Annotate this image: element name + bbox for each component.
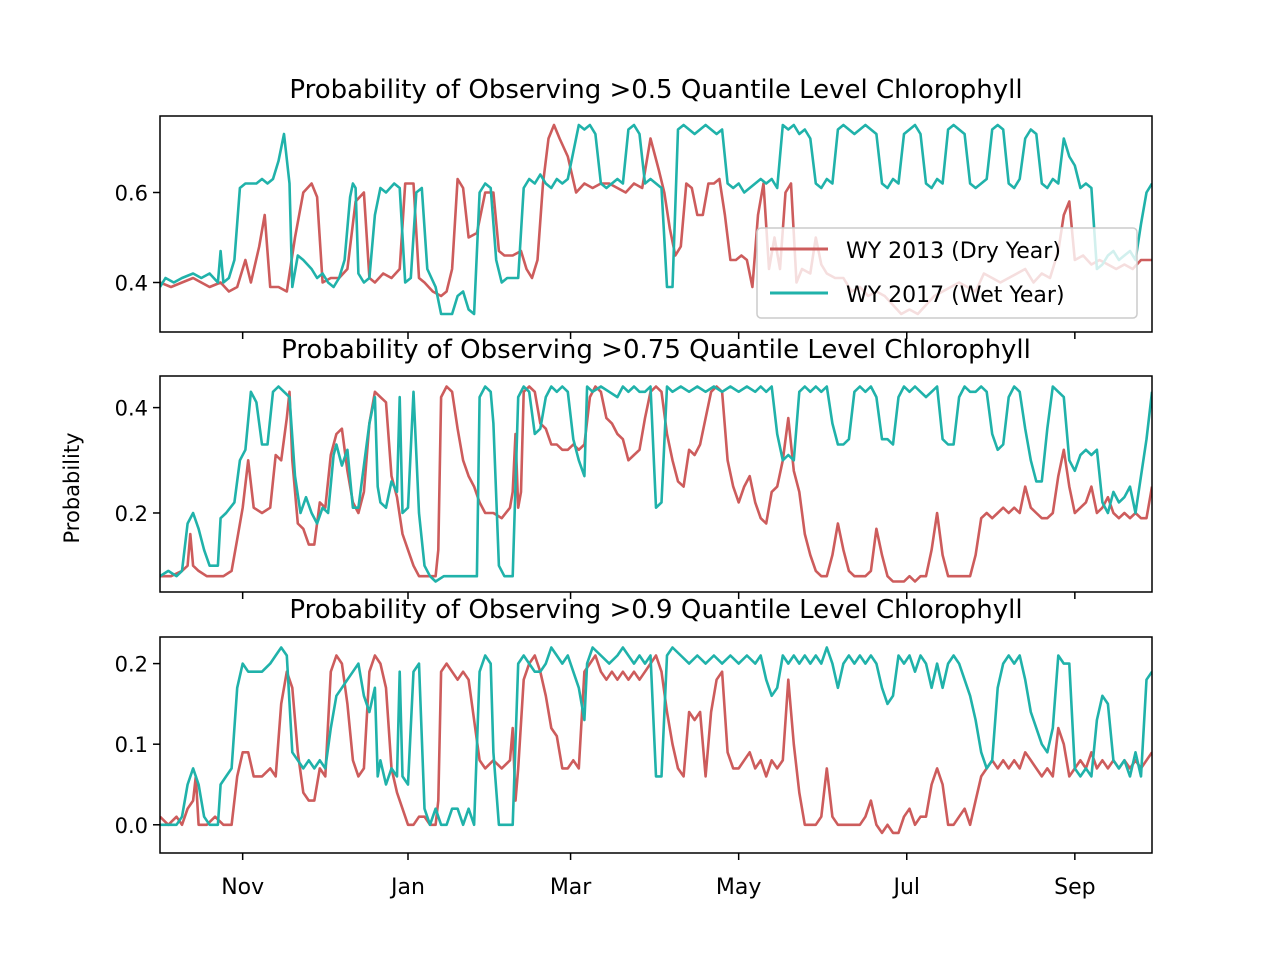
axes-frame [159,375,1153,593]
x-tick-label: Nov [221,875,264,900]
y-tick-label: 0.0 [115,814,148,838]
series-line-wet [160,385,1152,583]
panel-title: Probability of Observing >0.75 Quantile … [281,335,1031,365]
panel-0-5-quantile: Probability of Observing >0.5 Quantile L… [115,75,1153,339]
x-tick-label: Jul [891,875,920,900]
series-line-wet [160,123,1152,316]
y-tick-label: 0.1 [115,733,148,757]
y-axis-ticks: 0.2 0.4 [115,397,160,526]
axes-frame [159,636,1153,854]
plot-lines [160,385,1152,583]
x-axis-tick-marks [241,332,1076,339]
panel-title: Probability of Observing >0.9 Quantile L… [289,595,1022,625]
x-tick-label: Mar [550,875,592,900]
panel-title: Probability of Observing >0.5 Quantile L… [289,75,1022,105]
legend-label-wet: WY 2017 (Wet Year) [846,283,1065,308]
y-axis-label: Probability [60,432,84,543]
series-line-dry [160,385,1152,583]
y-tick-label: 0.4 [115,397,148,421]
panel-0-9-quantile: Probability of Observing >0.9 Quantile L… [115,595,1153,900]
panel-0-75-quantile: Probability of Observing >0.75 Quantile … [115,335,1153,599]
y-tick-label: 0.4 [115,272,148,296]
y-tick-label: 0.2 [115,502,148,526]
legend-box [756,227,1138,319]
x-tick-label: Jan [389,875,425,900]
x-tick-label: Sep [1054,875,1095,900]
y-axis-ticks: 0.0 0.1 0.2 [115,653,160,838]
plot-lines [160,646,1152,835]
axes-frame [159,115,1153,333]
x-axis-tick-marks [241,853,1076,860]
x-axis-tick-labels: Nov Jan Mar May Jul Sep [221,875,1095,900]
y-tick-label: 0.6 [115,182,148,206]
x-tick-label: May [716,875,761,900]
series-line-wet [160,646,1152,827]
legend-label-dry: WY 2013 (Dry Year) [846,239,1061,264]
legend: WY 2013 (Dry Year) WY 2017 (Wet Year) [756,227,1138,319]
x-axis-tick-marks [241,592,1076,599]
y-axis-ticks: 0.4 0.6 [115,182,160,296]
y-tick-label: 0.2 [115,653,148,677]
